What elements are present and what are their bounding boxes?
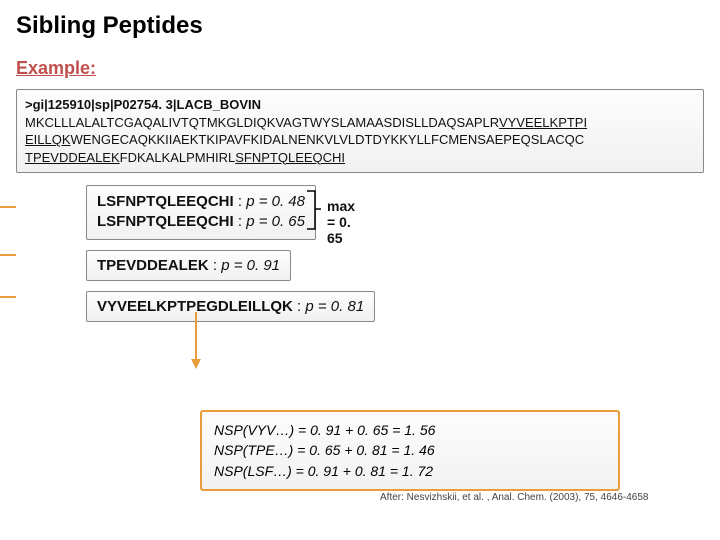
- seq-line3-under-start: TPEVDDEALEK: [25, 150, 120, 165]
- pep1a-p: p = 0. 48: [246, 193, 305, 210]
- nsp-line-1: NSP(VYV…) = 0. 91 + 0. 65 = 1. 56: [214, 420, 606, 440]
- sequence-box: >gi|125910|sp|P02754. 3|LACB_BOVIN MKCLL…: [16, 89, 704, 173]
- pep1b-seq: LSFNPTQLEEQCHI: [97, 213, 234, 230]
- seq-line2-mid: WENGECAQKKIIAEKTKIPAVFKIDALNENKVLVLDTDYK…: [71, 132, 585, 147]
- pep1a-seq: LSFNPTQLEEQCHI: [97, 193, 234, 210]
- peptide-box-2: TPEVDDEALEK : p = 0. 91: [86, 250, 291, 281]
- pep2-p: p = 0. 91: [221, 257, 280, 274]
- peptide-area: LSFNPTQLEEQCHI : p = 0. 48 LSFNPTQLEEQCH…: [16, 185, 704, 332]
- nsp-line-2: NSP(TPE…) = 0. 65 + 0. 81 = 1. 46: [214, 440, 606, 460]
- seq-line2-under-start: EILLQK: [25, 132, 71, 147]
- page-title: Sibling Peptides: [16, 12, 704, 40]
- pep1b-p: p = 0. 65: [246, 213, 305, 230]
- nsp-line-3: NSP(LSF…) = 0. 91 + 0. 81 = 1. 72: [214, 461, 606, 481]
- seq-line1-prefix: MKCLLLALALTCGAQALIVTQTMKGLDIQKVAGTWYSLAM…: [25, 115, 499, 130]
- seq-header: >gi|125910|sp|P02754. 3|LACB_BOVIN: [25, 97, 261, 112]
- seq-line1-under: VYVEELKPTPI: [499, 115, 587, 130]
- bracket-icon: [305, 189, 325, 231]
- pep3-seq: VYVEELKPTPEGDLEILLQK: [97, 298, 293, 315]
- citation-text: After: Nesvizhskii, et al. , Anal. Chem.…: [380, 492, 648, 503]
- seq-line3-mid: FDKALKALPMHIRL: [120, 150, 236, 165]
- pep1-max: max = 0. 65: [327, 198, 355, 246]
- nsp-box: NSP(VYV…) = 0. 91 + 0. 65 = 1. 56 NSP(TP…: [200, 410, 620, 491]
- pep2-seq: TPEVDDEALEK: [97, 257, 209, 274]
- peptide-box-3: VYVEELKPTPEGDLEILLQK : p = 0. 81: [86, 291, 375, 322]
- peptide-box-1: LSFNPTQLEEQCHI : p = 0. 48 LSFNPTQLEEQCH…: [86, 185, 316, 240]
- example-label: Example:: [16, 58, 704, 79]
- seq-line3-under-end: SFNPTQLEEQCHI: [235, 150, 345, 165]
- pep3-p: p = 0. 81: [305, 298, 364, 315]
